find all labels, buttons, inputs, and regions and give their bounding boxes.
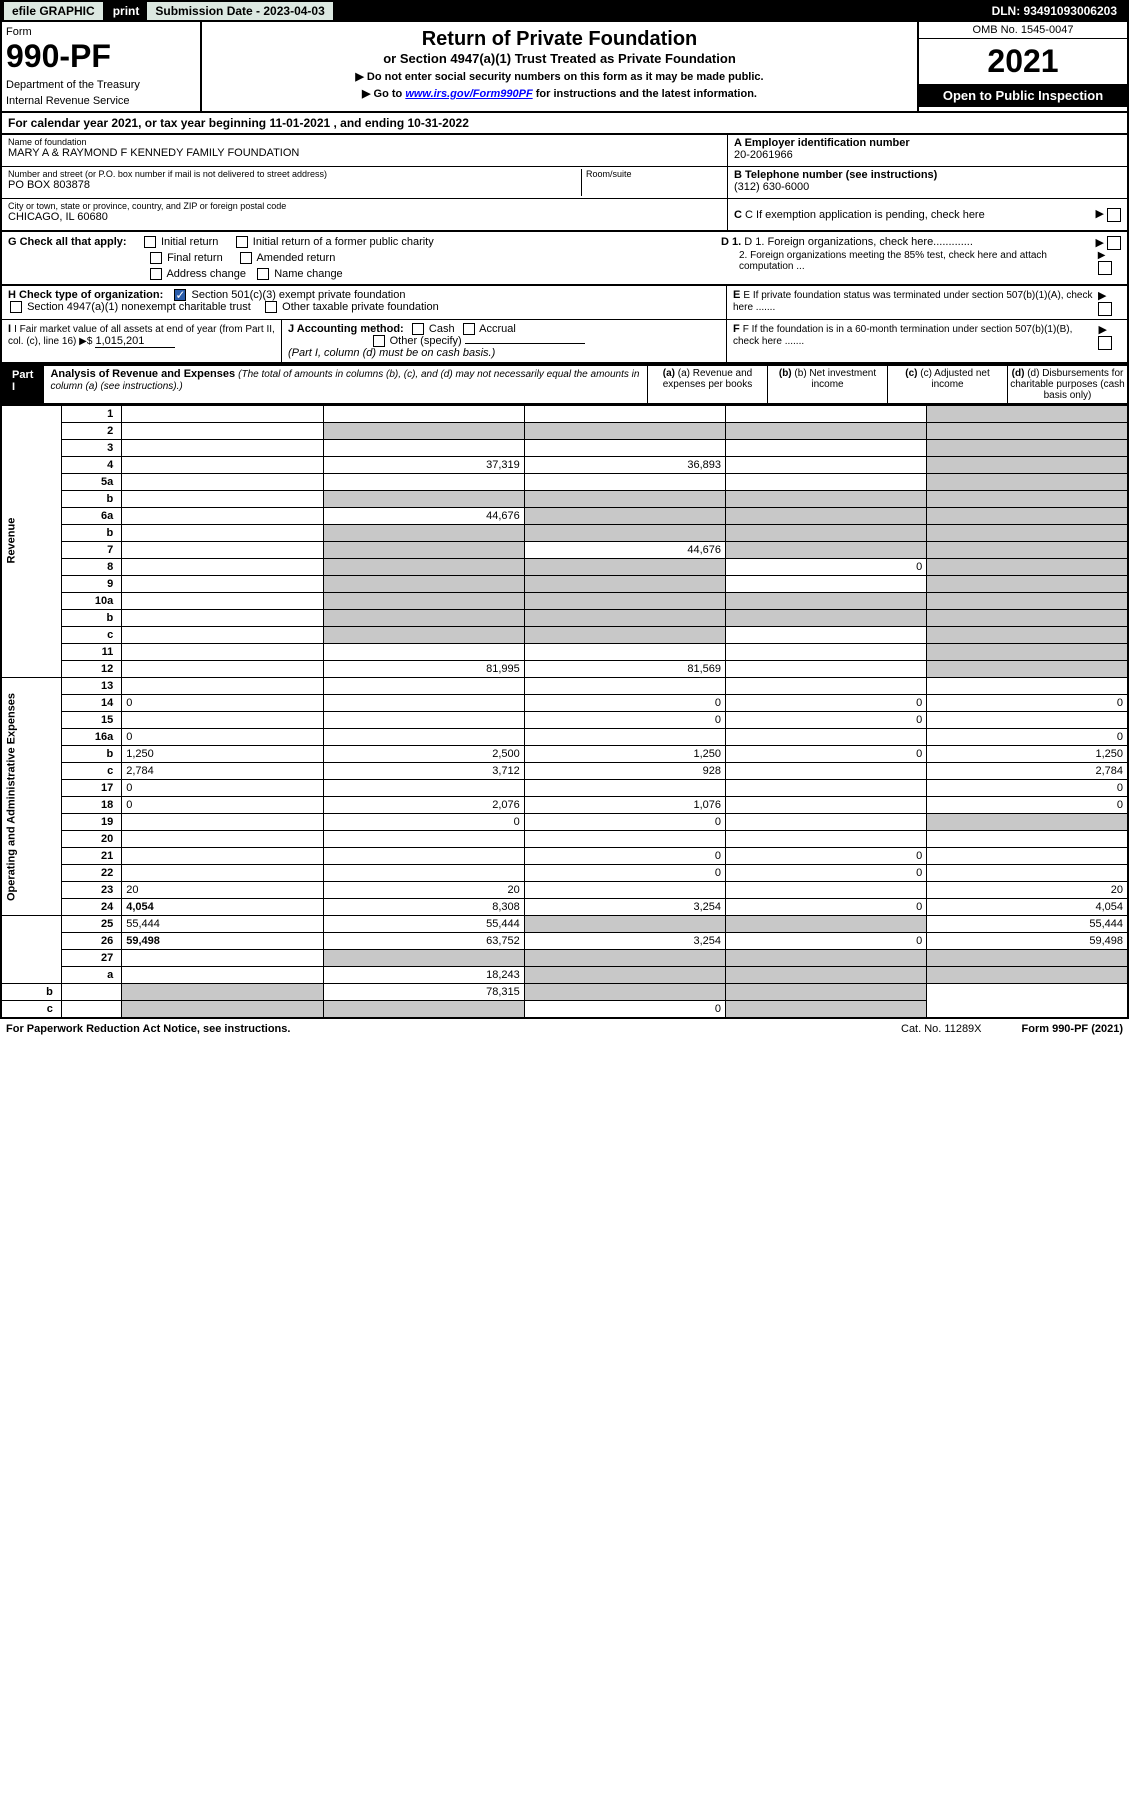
form-header: Form 990-PF Department of the Treasury I…: [0, 22, 1129, 113]
table-row: c2,7843,7129282,784: [1, 763, 1128, 780]
table-row: 20: [1, 831, 1128, 848]
table-row: 2659,49863,7523,254059,498: [1, 933, 1128, 950]
table-row: 244,0548,3083,25404,054: [1, 899, 1128, 916]
final-return-chk[interactable]: [150, 252, 162, 264]
form-label: Form: [6, 26, 196, 38]
paperwork-notice: For Paperwork Reduction Act Notice, see …: [6, 1023, 290, 1035]
form-title-block: Return of Private Foundation or Section …: [202, 22, 917, 111]
4947-chk[interactable]: [10, 301, 22, 313]
table-row: 2100: [1, 848, 1128, 865]
table-row: b1,2502,5001,25001,250: [1, 746, 1128, 763]
catalog-number: Cat. No. 11289X: [901, 1023, 982, 1035]
col-a-head: (a) (a) Revenue and expenses per books: [647, 366, 767, 403]
table-row: 10a: [1, 593, 1128, 610]
table-row: 1802,0761,0760: [1, 797, 1128, 814]
table-row: 2555,44455,44455,444: [1, 916, 1128, 933]
table-row: 3: [1, 440, 1128, 457]
table-row: 2200: [1, 865, 1128, 882]
submission-date: Submission Date - 2023-04-03: [147, 2, 332, 20]
table-row: 80: [1, 559, 1128, 576]
ein-row: A Employer identification number 20-2061…: [728, 135, 1127, 167]
table-row: Operating and Administrative Expenses13: [1, 678, 1128, 695]
table-row: 5a: [1, 474, 1128, 491]
table-row: 2: [1, 423, 1128, 440]
table-row: 6a44,676: [1, 508, 1128, 525]
part1-badge: Part I: [2, 366, 44, 403]
page-footer: For Paperwork Reduction Act Notice, see …: [0, 1019, 1129, 1039]
efile-header: efile GRAPHIC print Submission Date - 20…: [0, 0, 1129, 22]
open-inspection: Open to Public Inspection: [919, 84, 1127, 107]
table-row: 27: [1, 950, 1128, 967]
address-row: Number and street (or P.O. box number if…: [2, 167, 727, 199]
table-row: 140000: [1, 695, 1128, 712]
table-row: 23202020: [1, 882, 1128, 899]
part1-table: Revenue123437,31936,8935ab6a44,676b744,6…: [0, 404, 1129, 1019]
form-link[interactable]: www.irs.gov/Form990PF: [405, 88, 532, 100]
dept-irs: Internal Revenue Service: [6, 95, 196, 107]
table-row: b: [1, 610, 1128, 627]
table-row: 16a00: [1, 729, 1128, 746]
foundation-name-row: Name of foundation MARY A & RAYMOND F KE…: [2, 135, 727, 167]
form-ref: Form 990-PF (2021): [1022, 1023, 1123, 1035]
cash-chk[interactable]: [412, 323, 424, 335]
city-row: City or town, state or province, country…: [2, 199, 727, 231]
phone-row: B Telephone number (see instructions) (3…: [728, 167, 1127, 199]
other-taxable-chk[interactable]: [265, 301, 277, 313]
dln: DLN: 93491093006203: [984, 2, 1125, 20]
expenses-side-label: Operating and Administrative Expenses: [1, 678, 61, 916]
form-id-block: Form 990-PF Department of the Treasury I…: [2, 22, 202, 111]
table-row: 11: [1, 644, 1128, 661]
table-row: c0: [1, 1001, 1128, 1019]
address-change-chk[interactable]: [150, 268, 162, 280]
form-note-1: ▶ Do not enter social security numbers o…: [208, 70, 911, 83]
fmv-value: 1,015,201: [95, 335, 175, 348]
accrual-chk[interactable]: [463, 323, 475, 335]
table-row: b78,315: [1, 984, 1128, 1001]
form-note-2: ▶ Go to www.irs.gov/Form990PF for instru…: [208, 87, 911, 100]
section-h: H Check type of organization: Section 50…: [0, 286, 1129, 320]
part1-header-row: Part I Analysis of Revenue and Expenses …: [0, 364, 1129, 404]
exemption-checkbox[interactable]: [1107, 208, 1121, 222]
section-g: G Check all that apply: Initial return I…: [0, 231, 1129, 286]
form-number: 990-PF: [6, 38, 196, 75]
initial-return-chk[interactable]: [144, 236, 156, 248]
name-change-chk[interactable]: [257, 268, 269, 280]
section-ij: I I Fair market value of all assets at e…: [0, 320, 1129, 364]
table-row: c: [1, 627, 1128, 644]
form-title: Return of Private Foundation: [208, 28, 911, 51]
revenue-side-label: Revenue: [1, 405, 61, 678]
other-method-chk[interactable]: [373, 335, 385, 347]
table-row: b: [1, 525, 1128, 542]
table-row: 1281,99581,569: [1, 661, 1128, 678]
dept-treasury: Department of the Treasury: [6, 79, 196, 91]
tax-year: 2021: [919, 39, 1127, 84]
table-row: 9: [1, 576, 1128, 593]
form-year-block: OMB No. 1545-0047 2021 Open to Public In…: [917, 22, 1127, 111]
table-row: a18,243: [1, 967, 1128, 984]
table-row: 1900: [1, 814, 1128, 831]
efile-badge: efile GRAPHIC: [4, 2, 103, 20]
amended-return-chk[interactable]: [240, 252, 252, 264]
print-label[interactable]: print: [105, 2, 148, 20]
table-row: Revenue1: [1, 405, 1128, 423]
table-row: 1500: [1, 712, 1128, 729]
col-c-head: (c) (c) Adjusted net income: [887, 366, 1007, 403]
form-subtitle: or Section 4947(a)(1) Trust Treated as P…: [208, 51, 911, 66]
col-b-head: (b) (b) Net investment income: [767, 366, 887, 403]
table-row: 437,31936,893: [1, 457, 1128, 474]
exemption-row: C C If exemption application is pending,…: [728, 199, 1127, 231]
col-d-head: (d) (d) Disbursements for charitable pur…: [1007, 366, 1127, 403]
omb-number: OMB No. 1545-0047: [919, 22, 1127, 39]
501c3-chk[interactable]: [174, 289, 186, 301]
table-row: b: [1, 491, 1128, 508]
table-row: 1700: [1, 780, 1128, 797]
calendar-year-bar: For calendar year 2021, or tax year begi…: [0, 113, 1129, 135]
table-row: 744,676: [1, 542, 1128, 559]
identification-block: Name of foundation MARY A & RAYMOND F KE…: [0, 135, 1129, 231]
initial-former-chk[interactable]: [236, 236, 248, 248]
